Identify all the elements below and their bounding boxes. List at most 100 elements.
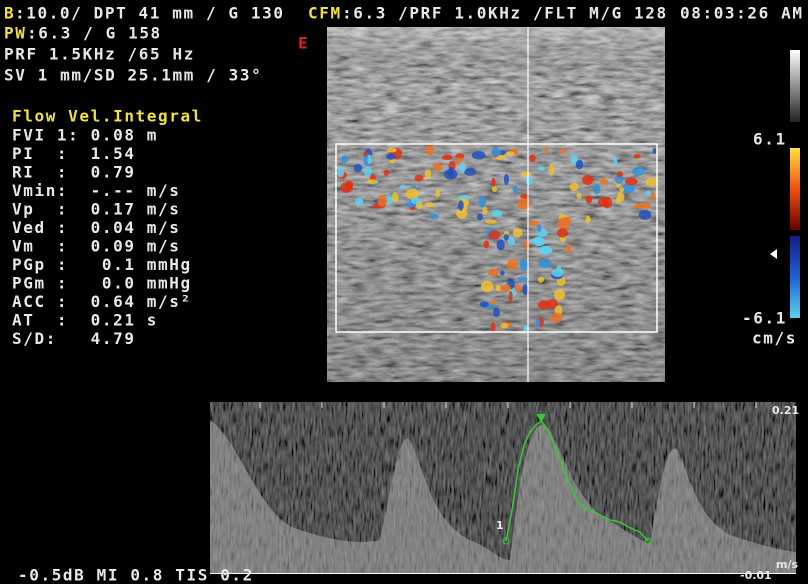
flow-speck [645,191,651,197]
flow-speck [472,151,486,159]
cfm-settings: :6.3 /PRF 1.0KHz /FLT M/G 128 [342,4,668,23]
flow-speck [492,178,496,187]
flow-speck [497,239,505,250]
measurement-row: PGm : 0.0 mmHg [12,274,192,293]
flow-speck [529,221,539,226]
scale-max: 6.1 [753,130,787,149]
measurement-row: AT : 0.21 s [12,311,158,330]
velocity-bar-positive [790,148,800,230]
flow-speck [481,281,493,293]
clock: 08:03:26 AM [680,4,804,23]
scale-min: -6.1 [742,309,787,328]
flow-speck [492,186,497,192]
flow-speck [429,214,439,219]
flow-speck [387,148,397,153]
flow-speck [477,213,483,220]
flow-speck [563,217,571,225]
flow-speck [554,289,565,300]
footer: -0.5dB MI 0.8 TIS 0.2 [18,566,254,584]
measurement-row: PI : 1.54 [12,144,136,163]
flow-speck [433,163,442,172]
measurement-row: Vp : 0.17 m/s [12,200,181,219]
flow-speck [504,234,509,240]
flow-speck [570,183,579,192]
flow-speck [384,170,389,177]
flow-speck [364,167,372,176]
flow-speck [488,268,499,276]
flow-speck [442,155,453,160]
marker: E [298,34,309,53]
pw-prefix: PW [4,24,26,43]
flow-speck [509,291,513,302]
flow-speck [515,285,522,293]
cycle-label: 1 [496,519,504,532]
flow-speck [522,284,527,295]
flow-speck [537,224,541,233]
flow-speck [410,197,420,204]
flow-speck [353,164,362,172]
flow-speck [544,148,548,153]
flow-speck [337,167,344,178]
flow-speck [492,210,503,218]
flow-speck [368,154,372,164]
flow-speck [488,230,500,239]
flow-speck [538,246,552,254]
b-prefix: B [4,4,15,23]
flow-speck [586,195,593,204]
flow-speck [653,148,657,154]
measurement-row: Vm : 0.09 m/s [12,237,181,256]
flow-speck [424,202,435,207]
flow-speck [552,268,564,277]
flow-speck [639,210,652,220]
flow-speck [480,301,489,307]
flow-speck [638,203,651,209]
spectrum [210,402,796,574]
flow-speck [425,169,431,179]
flow-speck [500,271,505,276]
flow-speck [530,238,544,244]
flow-speck [425,145,434,155]
flow-speck [485,220,497,224]
flow-speck [598,198,609,207]
flow-speck [489,301,496,305]
spectrum-top: 0.21 [772,404,799,417]
flow-speck [377,195,387,207]
flow-speck [529,154,536,162]
cfm-prefix: CFM [308,4,342,23]
flow-speck [399,185,406,189]
flow-speck [479,196,486,207]
measurement-row: FVI 1: 0.08 m [12,126,158,145]
measurement-row: Ved : 0.04 m/s [12,218,181,237]
flow-speck [500,286,505,290]
flow-speck [625,178,638,186]
spectrum-unit: m/s [776,558,798,571]
flow-speck [633,154,641,159]
pw-prf: PRF 1.5KHz /65 Hz [4,45,195,64]
flow-speck [549,164,555,176]
measurement-row: PGp : 0.1 mmHg [12,255,192,274]
page: B :10.0/ DPT 41 mm / G 130 CFM :6.3 /PRF… [0,0,808,584]
flow-speck [521,172,531,177]
flow-speck [593,184,600,194]
flow-speck [536,319,541,328]
flow-speck [582,175,593,185]
measurement-row: Vmin: -.-- m/s [12,181,181,200]
ultrasound-screen: B :10.0/ DPT 41 mm / G 130 CFM :6.3 /PRF… [0,0,808,584]
pw-gain: :6.3 / G 158 [27,24,162,43]
velocity-bar-negative [790,236,800,318]
flow-speck [525,177,533,185]
baseline-marker [770,249,777,259]
flow-speck [617,192,625,202]
flow-speck [617,171,623,177]
flow-speck [435,189,440,198]
flow-speck [633,167,646,176]
flow-speck [367,179,379,184]
measurement-row: RI : 0.79 [12,163,136,182]
flow-speck [500,323,508,328]
flow-speck [560,148,566,153]
flow-speck [355,198,364,206]
flow-speck [524,239,529,250]
flow-speck [600,179,608,185]
flow-speck [491,147,501,157]
flow-speck [520,259,529,271]
